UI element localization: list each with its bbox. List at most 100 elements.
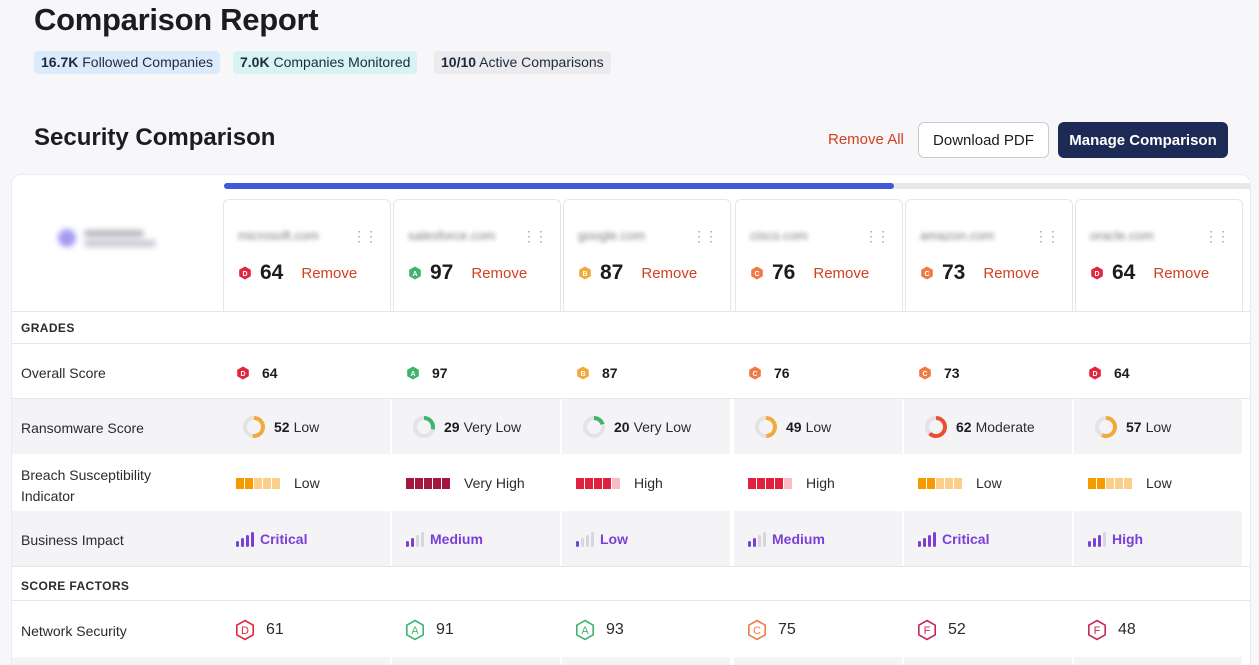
remove-company-button[interactable]: Remove <box>1153 264 1210 282</box>
network-security-cell[interactable]: F 52 <box>916 615 1084 645</box>
ransomware-score-cell[interactable]: 29 Very Low <box>392 399 560 454</box>
svg-text:C: C <box>754 271 759 278</box>
ransomware-score-cell[interactable]: 62 Moderate <box>904 399 1072 454</box>
breach-indicator-cell[interactable]: Low <box>1074 457 1242 509</box>
ransomware-ring-icon <box>1095 415 1117 438</box>
svg-text:B: B <box>582 271 587 278</box>
breach-indicator-bars <box>236 477 280 489</box>
breach-indicator-cell[interactable]: High <box>562 457 730 509</box>
scrollbar-thumb[interactable] <box>224 183 894 189</box>
remove-company-button[interactable]: Remove <box>301 264 358 282</box>
network-security-label: Network Security <box>21 623 127 639</box>
manage-comparison-button[interactable]: Manage Comparison <box>1058 122 1228 158</box>
company-score-value: 64 <box>260 261 284 284</box>
remove-company-button[interactable]: Remove <box>471 264 528 282</box>
grade-c-icon: C <box>751 266 763 280</box>
company-domain[interactable]: microsoft.com <box>238 228 319 243</box>
company-score-value: 64 <box>1112 261 1136 284</box>
overall-score-cell: B 87 <box>576 355 744 391</box>
svg-text:A: A <box>410 371 415 378</box>
divider <box>12 398 1250 399</box>
row-shade <box>12 511 222 566</box>
ransomware-ring-icon <box>243 415 265 438</box>
svg-text:D: D <box>240 371 245 378</box>
ransomware-ring-icon <box>413 415 435 438</box>
company-score: B 87 Remove <box>578 258 697 288</box>
company-score: D 64 Remove <box>238 258 357 288</box>
ransomware-ring-icon <box>755 415 777 438</box>
company-domain[interactable]: amazon.com <box>920 228 995 243</box>
page-title: Comparison Report <box>34 2 319 37</box>
next-row-cell <box>392 657 560 665</box>
overall-score-cell: C 73 <box>918 355 1086 391</box>
company-domain[interactable]: salesforce.com <box>408 228 496 243</box>
company-domain[interactable]: google.com <box>578 228 646 243</box>
grade-c-outline-icon: C <box>747 619 767 641</box>
horizontal-scrollbar[interactable] <box>224 183 1250 189</box>
drag-handle-icon[interactable]: ⋮⋮ <box>864 228 890 244</box>
company-column-header[interactable]: oracle.com ⋮⋮ D 64 Remove <box>1075 199 1243 311</box>
network-security-cell[interactable]: C 75 <box>746 615 914 645</box>
svg-text:F: F <box>1094 625 1101 637</box>
ransomware-score-cell[interactable]: 52 Low <box>222 399 390 454</box>
business-impact-cell[interactable]: Low <box>562 511 730 566</box>
business-impact-cell[interactable]: Critical <box>222 511 390 566</box>
company-column-header[interactable]: cisco.com ⋮⋮ C 76 Remove <box>735 199 903 311</box>
ransomware-score-cell[interactable]: 57 Low <box>1074 399 1242 454</box>
section-title: Security Comparison <box>34 124 276 151</box>
company-column-header[interactable]: google.com ⋮⋮ B 87 Remove <box>563 199 731 311</box>
drag-handle-icon[interactable]: ⋮⋮ <box>522 228 548 244</box>
overall-score-cell: C 76 <box>748 355 916 391</box>
breach-indicator-cell[interactable]: Very High <box>392 457 560 509</box>
divider <box>12 566 1250 567</box>
company-column-header[interactable]: salesforce.com ⋮⋮ A 97 Remove <box>393 199 561 311</box>
followed-companies-badge[interactable]: 16.7K Followed Companies <box>34 51 220 74</box>
download-pdf-button[interactable]: Download PDF <box>918 122 1049 158</box>
next-row-cell <box>734 657 902 665</box>
network-security-cell[interactable]: D 61 <box>234 615 402 645</box>
ransomware-score-cell[interactable]: 20 Very Low <box>562 399 730 454</box>
impact-signal-icon <box>918 531 936 547</box>
business-impact-cell[interactable]: High <box>1074 511 1242 566</box>
remove-company-button[interactable]: Remove <box>641 264 698 282</box>
business-impact-cell[interactable]: Medium <box>734 511 902 566</box>
network-security-cell[interactable]: F 48 <box>1086 615 1250 645</box>
remove-all-button[interactable]: Remove All <box>828 131 904 148</box>
breach-indicator-bars <box>918 477 962 489</box>
company-domain[interactable]: cisco.com <box>750 228 808 243</box>
company-column-header[interactable]: microsoft.com ⋮⋮ D 64 Remove <box>223 199 391 311</box>
svg-text:C: C <box>922 371 927 378</box>
grade-f-outline-icon: F <box>1087 619 1107 641</box>
company-column-header[interactable]: amazon.com ⋮⋮ C 73 Remove <box>905 199 1073 311</box>
breach-indicator-cell[interactable]: High <box>734 457 902 509</box>
grade-a-outline-icon: A <box>575 619 595 641</box>
breach-indicator-cell[interactable]: Low <box>904 457 1072 509</box>
drag-handle-icon[interactable]: ⋮⋮ <box>1204 228 1230 244</box>
business-impact-cell[interactable]: Medium <box>392 511 560 566</box>
grade-c-icon: C <box>919 366 931 380</box>
breach-indicator-bars <box>748 477 792 489</box>
comparison-table: microsoft.com ⋮⋮ D 64 Remove salesforce.… <box>11 174 1251 665</box>
network-security-cell[interactable]: A 93 <box>574 615 742 645</box>
drag-handle-icon[interactable]: ⋮⋮ <box>692 228 718 244</box>
remove-company-button[interactable]: Remove <box>813 264 870 282</box>
drag-handle-icon[interactable]: ⋮⋮ <box>352 228 378 244</box>
grade-b-icon: B <box>579 266 591 280</box>
breach-indicator-bars <box>1088 477 1132 489</box>
grade-a-icon: A <box>409 266 421 280</box>
svg-text:A: A <box>412 271 417 278</box>
remove-company-button[interactable]: Remove <box>983 264 1040 282</box>
company-score-value: 97 <box>430 261 454 284</box>
company-score-value: 76 <box>772 261 796 284</box>
ransomware-score-cell[interactable]: 49 Low <box>734 399 902 454</box>
breach-indicator-cell[interactable]: Low <box>222 457 390 509</box>
company-domain[interactable]: oracle.com <box>1090 228 1154 243</box>
network-security-cell[interactable]: A 91 <box>404 615 572 645</box>
overall-score-cell: D 64 <box>1088 355 1250 391</box>
svg-text:D: D <box>1092 371 1097 378</box>
monitored-companies-badge[interactable]: 7.0K Companies Monitored <box>233 51 418 74</box>
impact-signal-icon <box>748 531 766 547</box>
ransomware-score-label: Ransomware Score <box>21 420 144 436</box>
business-impact-cell[interactable]: Critical <box>904 511 1072 566</box>
drag-handle-icon[interactable]: ⋮⋮ <box>1034 228 1060 244</box>
